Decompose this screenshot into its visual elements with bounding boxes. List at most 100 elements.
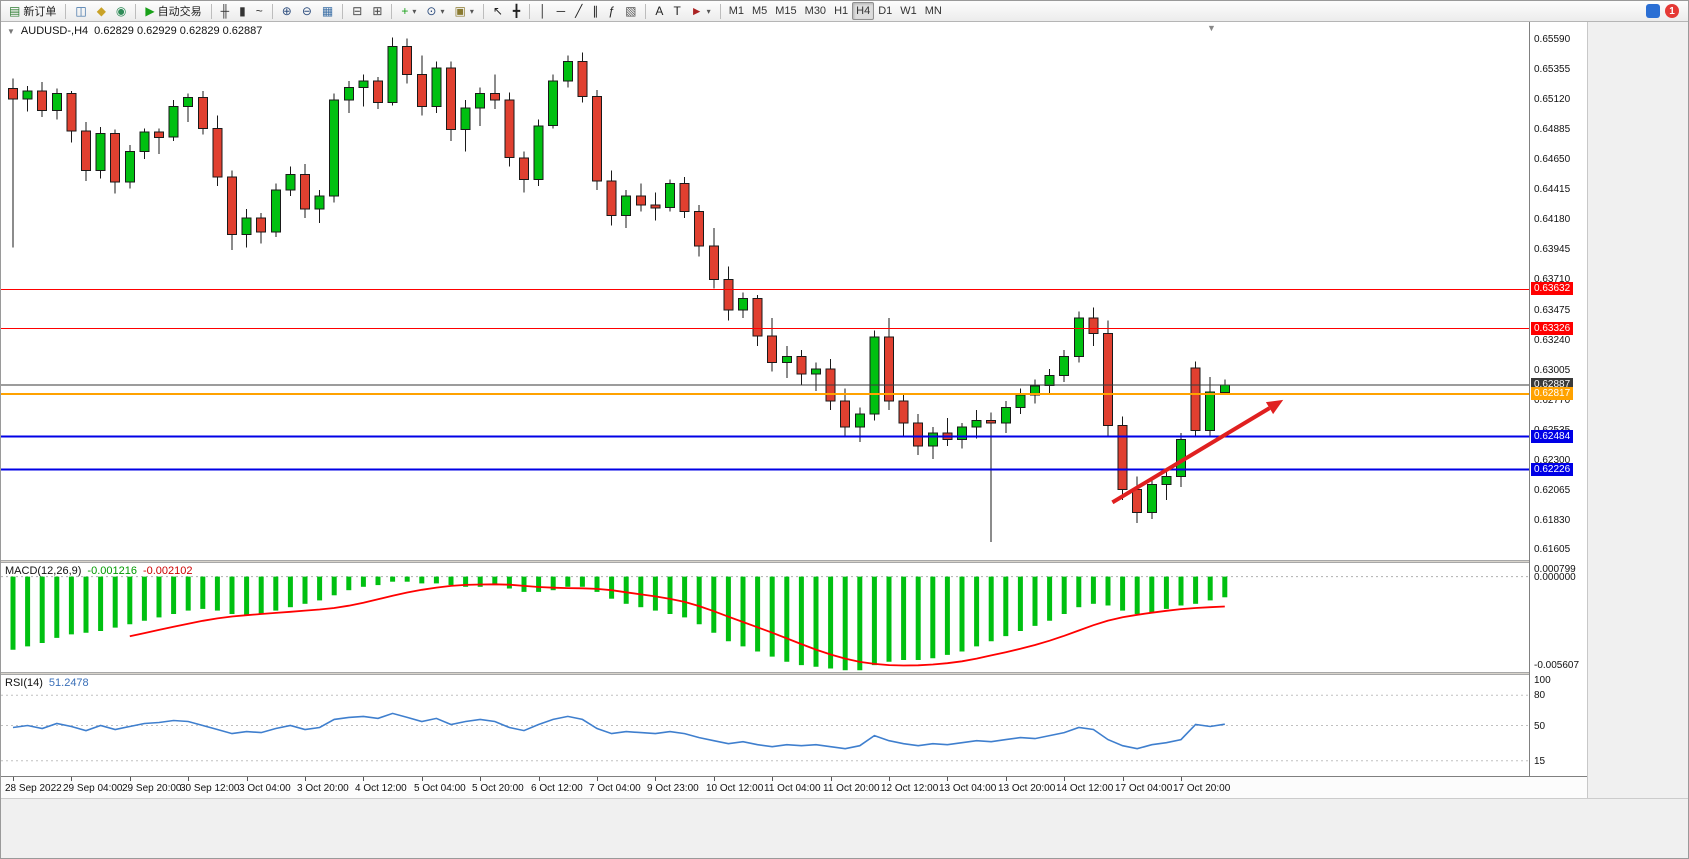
macd-canvas[interactable] — [1, 563, 1529, 672]
zoom-in-button[interactable]: ⊕ — [277, 2, 297, 20]
auto-arrange-button[interactable]: ⊟ — [347, 2, 367, 20]
tf-mn-button-label: MN — [924, 5, 942, 17]
arrows-button-dropdown-icon[interactable]: ▾ — [706, 6, 711, 16]
bar-chart-icon: ╫ — [220, 4, 230, 18]
tf-m15-button[interactable]: M15 — [771, 2, 800, 20]
price-tick: 0.63945 — [1534, 244, 1571, 255]
new-order-button[interactable]: ▤ 新订单 — [4, 2, 61, 20]
horizontal-line-button[interactable]: ─ — [552, 2, 571, 20]
tray-app-icon[interactable] — [1646, 4, 1660, 18]
price-tick: 0.62770 — [1534, 395, 1571, 406]
price-line-label: 0.62817 — [1531, 387, 1574, 400]
fibonacci-button[interactable]: ƒ — [603, 2, 620, 20]
time-axis-label: 29 Sep 04:00 — [63, 783, 123, 794]
tf-m30-button-label: M30 — [804, 5, 827, 17]
zoom-out-icon: ⊖ — [301, 4, 312, 18]
bar-chart-button[interactable]: ╫ — [216, 2, 235, 20]
chart-area: ▼ AUDUSD-,H4 0.62829 0.62929 0.62829 0.6… — [1, 22, 1688, 858]
text-button[interactable]: A — [650, 2, 668, 20]
tf-m30-button[interactable]: M30 — [801, 2, 830, 20]
tf-w1-button-label: W1 — [900, 5, 917, 17]
new-order-button-label: 新订单 — [23, 6, 57, 18]
cursor-button[interactable]: ↖ — [488, 2, 508, 20]
tile-windows-button[interactable]: ▦ — [317, 2, 338, 20]
one-click-trading-collapse-icon[interactable]: ▼ — [7, 26, 15, 36]
price-tick: 0.65120 — [1534, 94, 1571, 105]
templates-button-dropdown-icon[interactable]: ▾ — [469, 6, 474, 16]
main-chart-panel[interactable]: ▼ AUDUSD-,H4 0.62829 0.62929 0.62829 0.6… — [1, 22, 1529, 560]
price-tick: 0.65355 — [1534, 64, 1571, 75]
price-tick: 0.65590 — [1534, 34, 1571, 45]
time-axis-label: 29 Sep 20:00 — [122, 783, 182, 794]
tf-mn-button[interactable]: MN — [921, 2, 946, 20]
rsi-panel[interactable]: RSI(14) 51.2478 — [1, 675, 1529, 776]
panel-splitter-macd[interactable] — [1, 560, 1587, 563]
price-scale[interactable]: 0.65590 0.65355 0.65120 0.64885 0.64650 0.644… — [1529, 22, 1587, 776]
time-tick — [1006, 777, 1007, 781]
tf-d1-button[interactable]: D1 — [874, 2, 896, 20]
toolbar-separator — [135, 3, 137, 19]
time-axis[interactable]: 28 Sep 2022 29 Sep 04:00 29 Sep 20:00 30 Se… — [1, 776, 1587, 798]
trend-arrow[interactable] — [1111, 399, 1284, 505]
arrows-button[interactable]: ► ▾ — [686, 2, 716, 20]
text-label-button[interactable]: T — [668, 2, 685, 20]
time-tick — [772, 777, 773, 781]
horizontal-line-icon: ─ — [556, 4, 566, 18]
profiles-icon: ◆ — [96, 4, 106, 18]
time-axis-label: 30 Sep 12:00 — [180, 783, 240, 794]
rsi-canvas[interactable] — [1, 675, 1529, 776]
main-chart-canvas[interactable] — [1, 22, 1529, 560]
tf-m1-button[interactable]: M1 — [725, 2, 748, 20]
line-chart-icon: ~ — [255, 4, 263, 18]
toolbar: ▤ 新订单 ◫ ◆ ◉ ▶ 自动交易 ╫ ▮ ~ ⊕ ⊖ ▦ ⊟ ⊞ + ▾ ⊙ ▾ ▣ ▾ ↖ ╋ │ ─ ╱ ∥ ƒ ▧ A T ► ▾ M1… — [1, 1, 1688, 22]
candle-chart-button[interactable]: ▮ — [234, 2, 251, 20]
rsi-scale-tick: 100 — [1534, 675, 1551, 686]
time-axis-label: 5 Oct 20:00 — [472, 783, 524, 794]
horizontal-lines[interactable] — [1, 289, 1529, 471]
chart-shift-marker-icon[interactable]: ▼ — [1207, 23, 1216, 33]
macd-value-main: -0.001216 — [87, 565, 137, 577]
trendline-button[interactable]: ╱ — [570, 2, 587, 20]
rsi-scale-tick: 50 — [1534, 721, 1546, 732]
crosshair-button[interactable]: ╋ — [508, 2, 525, 20]
price-tick: 0.63710 — [1534, 274, 1571, 285]
grid-button[interactable]: ⊞ — [367, 2, 387, 20]
chart-window-button[interactable]: ◫ — [70, 2, 91, 20]
time-axis-label: 10 Oct 12:00 — [706, 783, 764, 794]
macd-histogram — [10, 576, 1228, 671]
panel-splitter-rsi[interactable] — [1, 672, 1587, 675]
vertical-line-button[interactable]: │ — [534, 2, 552, 20]
time-axis-label: 17 Oct 20:00 — [1173, 783, 1231, 794]
price-tick: 0.64650 — [1534, 154, 1571, 165]
text-icon: A — [655, 4, 664, 18]
macd-panel[interactable]: MACD(12,26,9) -0.001216 -0.002102 — [1, 563, 1529, 672]
time-axis-label: 3 Oct 04:00 — [239, 783, 291, 794]
candle-chart-icon: ▮ — [239, 4, 246, 18]
time-tick — [714, 777, 715, 781]
data-window-button[interactable]: ◉ — [111, 2, 131, 20]
zoom-out-button[interactable]: ⊖ — [297, 2, 317, 20]
time-tick — [1064, 777, 1065, 781]
autotrading-button[interactable]: ▶ 自动交易 — [140, 2, 206, 20]
indicators-button[interactable]: + ▾ — [396, 2, 421, 20]
toolbar-right: 1 — [1646, 4, 1687, 18]
tf-w1-button[interactable]: W1 — [896, 2, 921, 20]
line-chart-button[interactable]: ~ — [251, 2, 268, 20]
periods-button[interactable]: ⊙ ▾ — [421, 2, 449, 20]
tf-h1-button[interactable]: H1 — [830, 2, 852, 20]
shapes-button[interactable]: ▧ — [620, 2, 641, 20]
tf-m5-button-label: M5 — [751, 5, 768, 17]
price-tick: 0.64415 — [1534, 184, 1571, 195]
periods-button-dropdown-icon[interactable]: ▾ — [440, 6, 445, 16]
indicators-button-dropdown-icon[interactable]: ▾ — [412, 6, 417, 16]
equidistant-channel-button[interactable]: ∥ — [587, 2, 603, 20]
notification-badge[interactable]: 1 — [1665, 4, 1679, 18]
ohlc-values: 0.62829 0.62929 0.62829 0.62887 — [94, 25, 263, 37]
tf-m5-button[interactable]: M5 — [748, 2, 771, 20]
window-footer — [1, 798, 1688, 858]
templates-button[interactable]: ▣ ▾ — [449, 2, 478, 20]
rsi-name: RSI(14) — [5, 677, 43, 689]
window-right-filler — [1587, 22, 1688, 858]
tf-h4-button[interactable]: H4 — [852, 2, 875, 20]
profiles-button[interactable]: ◆ — [92, 2, 111, 20]
